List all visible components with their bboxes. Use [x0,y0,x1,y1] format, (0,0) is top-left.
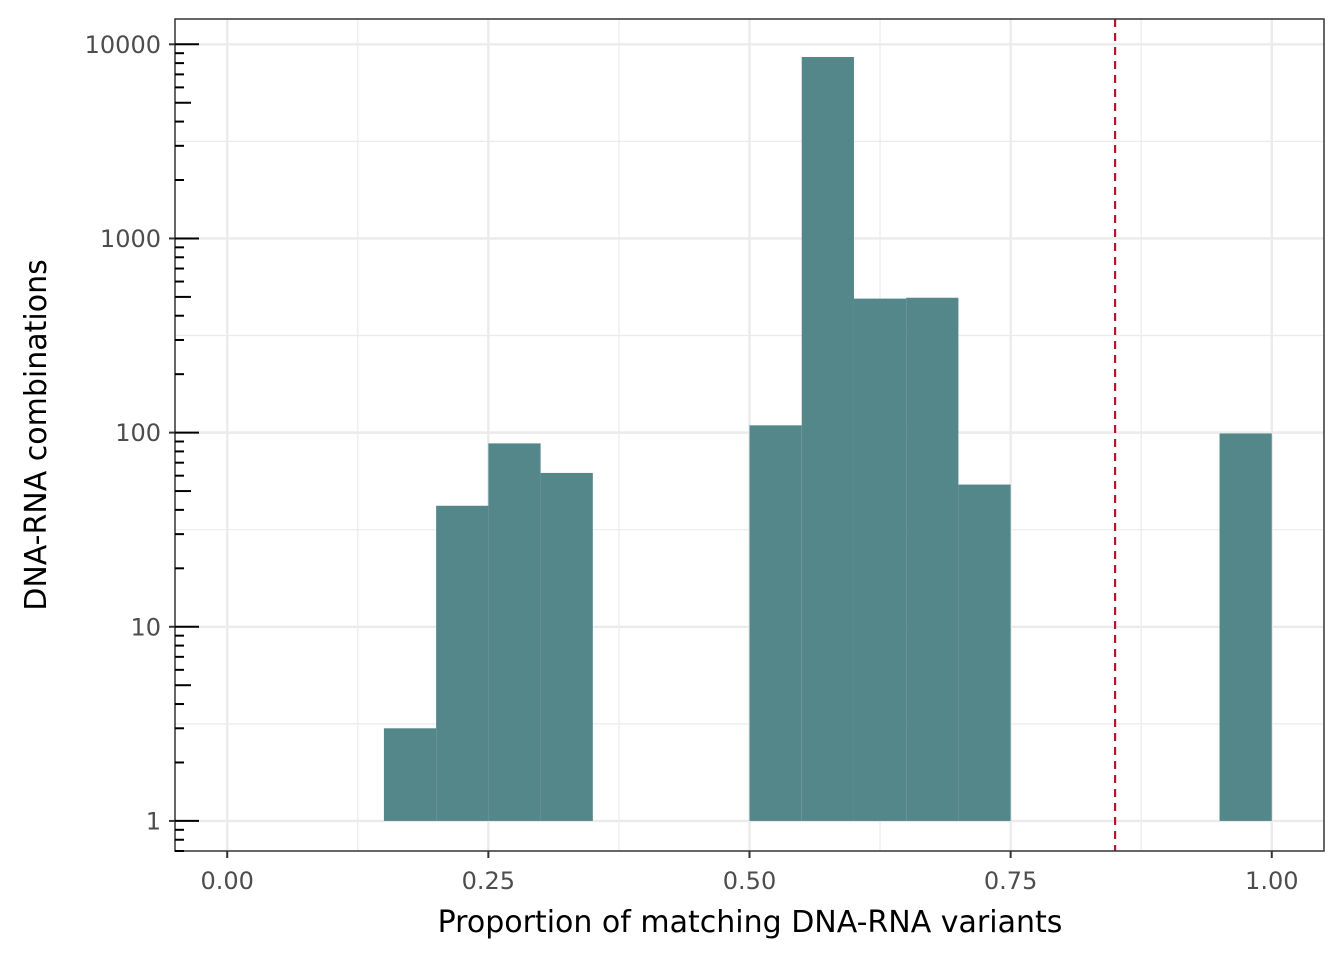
x-axis-title: Proportion of matching DNA-RNA variants [438,905,1063,940]
y-tick-label: 1000 [100,225,161,253]
x-tick-label: 0.25 [462,867,515,895]
y-axis: 1 10 100 1000 10000 [85,31,199,852]
histogram-bar [906,297,959,821]
x-tick-label: 1.00 [1245,867,1298,895]
histogram-bar [383,728,437,821]
y-tick-label: 100 [115,419,161,447]
histogram-bar [801,57,854,821]
x-tick-label: 0.75 [984,867,1037,895]
histogram-bars [383,57,1272,821]
histogram-bar [436,505,489,821]
y-axis-title: DNA-RNA combinations [19,259,54,611]
x-axis: 0.00 0.25 0.50 0.75 1.00 [201,851,1298,895]
histogram-bar [488,443,541,821]
y-tick-label: 10000 [85,31,161,59]
y-tick-label: 1 [146,807,161,835]
histogram-bar [749,425,802,821]
x-tick-label: 0.50 [723,867,776,895]
histogram-bar [853,298,907,821]
histogram-bar [1219,433,1272,821]
histogram-bar [958,484,1011,821]
y-tick-label: 10 [130,613,161,641]
x-tick-label: 0.00 [201,867,254,895]
histogram-bar [540,472,593,821]
